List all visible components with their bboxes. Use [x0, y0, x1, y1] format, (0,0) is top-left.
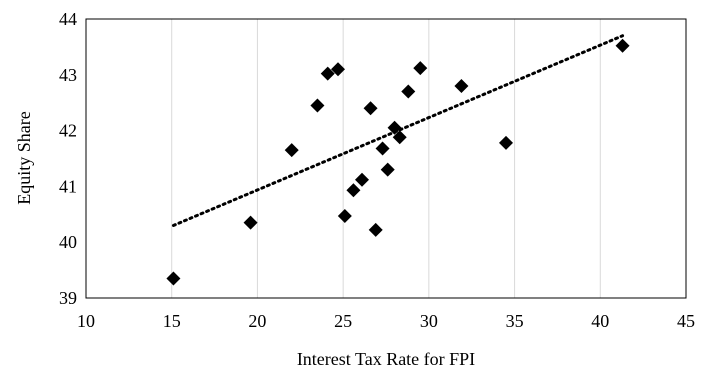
x-tick-label: 25 [334, 311, 352, 331]
y-tick-label: 41 [59, 176, 77, 196]
data-point-marker [320, 66, 335, 81]
x-tick-label: 30 [420, 311, 438, 331]
x-tick-label: 35 [506, 311, 524, 331]
data-point-marker [331, 62, 345, 77]
x-tick-label: 20 [248, 311, 266, 331]
data-point-marker [310, 98, 325, 113]
linear-trendline [171, 34, 625, 227]
data-point-marker [337, 208, 352, 223]
data-point-marker [284, 143, 299, 158]
y-axis-title: Equity Share [14, 111, 34, 204]
gridlines [171, 19, 601, 298]
y-axis-tick-labels: 39 40 41 42 43 44 [59, 9, 77, 308]
x-tick-label: 40 [591, 311, 609, 331]
y-tick-label: 42 [59, 121, 77, 141]
data-point-marker [363, 101, 378, 116]
x-tick-label: 45 [677, 311, 695, 331]
y-tick-label: 44 [59, 9, 77, 29]
x-axis-tick-labels: 10 15 20 25 30 35 40 45 [77, 311, 695, 331]
data-point-marker [375, 141, 390, 156]
y-tick-label: 43 [59, 65, 77, 85]
data-point-marker [166, 271, 181, 286]
data-point-marker [355, 172, 369, 187]
data-point-marker [615, 38, 630, 53]
data-point-marker [401, 84, 416, 99]
plot-area-frame [85, 18, 687, 299]
data-point-marker [499, 135, 513, 150]
y-tick-label: 40 [59, 232, 77, 252]
data-point-marker [243, 215, 258, 230]
data-point-marker [368, 222, 383, 237]
x-tick-label: 10 [77, 311, 95, 331]
x-axis-title: Interest Tax Rate for FPI [297, 349, 475, 369]
data-point-marker [380, 162, 395, 177]
x-tick-label: 15 [163, 311, 181, 331]
data-point-marker [454, 78, 469, 93]
data-point-marker [387, 120, 402, 135]
data-point-marker [413, 61, 428, 76]
data-point-marker [392, 130, 407, 145]
y-tick-label: 39 [59, 288, 77, 308]
data-point-marker [346, 183, 361, 198]
data-markers [166, 38, 630, 286]
